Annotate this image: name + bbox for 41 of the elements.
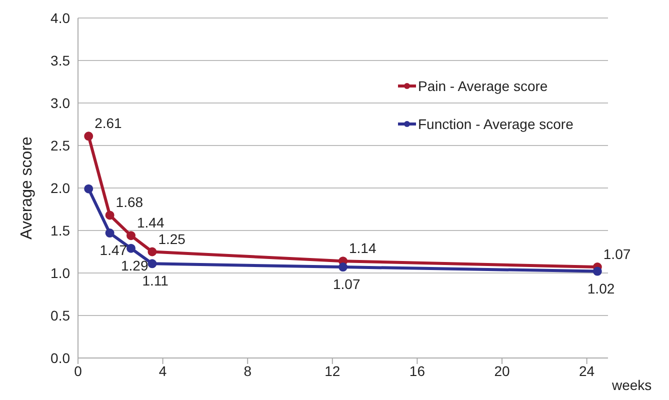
x-tick-label: 0 [74,362,82,379]
point [592,266,602,276]
data-label: 1.11 [142,272,169,289]
y-axis-title: Average score [18,136,36,240]
data-label: 1.14 [349,240,376,256]
y-tick-label: 2.5 [50,137,70,154]
data-label: 1.07 [333,276,360,292]
y-tick-label: 1.0 [50,264,70,281]
x-tick-label: 20 [494,362,510,379]
x-tick-label: 12 [324,362,340,379]
y-tick-label: 2.0 [50,180,70,196]
y-tick-label: 0.0 [50,350,70,366]
data-label: 1.02 [587,280,615,296]
point [126,231,136,240]
legend-label: Pain - Average score [418,78,548,94]
data-label: 1.25 [158,230,186,247]
y-tick-label: 4.0 [50,10,70,26]
data-label: 1.47 [100,242,128,258]
y-tick-label: 1.5 [50,222,70,238]
point [148,247,157,256]
x-tick-label: 8 [244,362,252,379]
point [84,132,94,141]
data-label: 1.07 [603,246,631,262]
legend-label: Function - Average score [418,116,574,132]
x-axis-title: weeks [611,376,652,393]
data-label: 2.61 [94,115,122,132]
point [148,259,157,268]
y-tick-label: 3.5 [50,52,70,68]
point [84,184,94,194]
y-tick-label: 0.5 [50,307,70,324]
point [105,210,114,220]
data-label: 1.29 [121,257,148,274]
x-tick-label: 24 [579,362,595,379]
point [126,244,136,253]
y-tick-label: 3.0 [50,94,70,111]
x-tick-label: 4 [158,362,167,379]
data-label: 1.68 [116,194,144,210]
x-tick-label: 16 [409,362,426,379]
data-label: 1.44 [137,214,164,231]
point [338,262,348,272]
point [105,228,114,238]
